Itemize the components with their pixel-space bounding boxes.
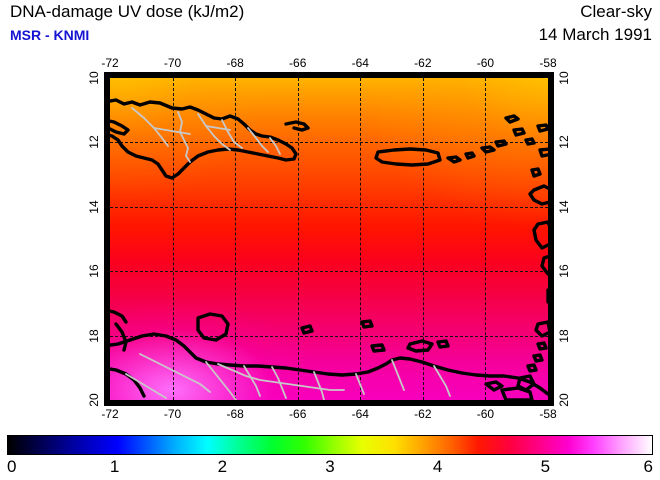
date-label: 14 March 1991	[538, 25, 652, 44]
uv-dose-field-north-west	[110, 78, 260, 198]
gridline-longitude	[235, 78, 237, 400]
gridline-longitude	[485, 78, 487, 400]
colorbar-tick-label: 5	[540, 457, 551, 476]
tick-label-longitude-top: -72	[101, 56, 119, 70]
colorbar-tick-label: 6	[643, 457, 653, 476]
map-frame-border	[104, 72, 554, 406]
gridline-longitude	[422, 78, 424, 400]
graticule-grid	[110, 78, 548, 400]
axis-right-latitude: 20 18 16 14 12 10	[556, 71, 572, 407]
sky-condition-label: Clear-sky	[580, 2, 652, 21]
gridline-latitude	[110, 335, 548, 337]
axis-left-latitude: 20 18 16 14 12 10	[86, 71, 102, 407]
internal-borders-grey	[125, 107, 451, 400]
colorbar-tick-label: 2	[217, 457, 228, 476]
uv-dose-field-north-east	[378, 78, 548, 228]
tick-label-longitude-top: -70	[163, 56, 182, 70]
tick-label-longitude-bottom: -58	[539, 407, 557, 421]
tick-label-latitude-right: 10	[557, 71, 571, 85]
tick-label-longitude-bottom: -64	[351, 407, 369, 421]
chart-header: DNA-damage UV dose (kJ/m2) MSR - KNMI Cl…	[0, 0, 660, 52]
coastline-svg	[110, 98, 548, 400]
tick-label-longitude-top: -66	[289, 56, 307, 70]
map-panel	[104, 72, 554, 406]
tick-label-latitude-left: 16	[87, 264, 101, 278]
colorbar-tick-labels: 0 1 2 3 4 5 6	[7, 457, 653, 479]
tick-label-latitude-left: 12	[87, 135, 101, 150]
tick-label-longitude-bottom: -60	[476, 407, 495, 421]
tick-label-longitude-top: -68	[226, 56, 244, 70]
colorbar-gradient	[7, 435, 653, 455]
tick-label-longitude-top: -62	[414, 56, 432, 70]
tick-label-latitude-right: 16	[557, 264, 571, 278]
map-plot-area	[110, 78, 548, 400]
tick-label-longitude-top: -60	[476, 56, 495, 70]
tick-label-longitude-bottom: -70	[163, 407, 182, 421]
gridline-latitude	[110, 271, 548, 273]
coastline-overlay	[110, 78, 548, 400]
colorbar-tick-label: 3	[325, 457, 335, 476]
colorbar-tick-label: 1	[109, 457, 120, 476]
tick-label-longitude-top: -58	[539, 56, 557, 70]
tick-label-latitude-left: 18	[87, 328, 101, 343]
colorbar-tick-label: 0	[7, 457, 17, 476]
colorbar-panel: 0 1 2 3 4 5 6	[0, 432, 660, 480]
tick-label-longitude-bottom: -68	[226, 407, 244, 421]
tick-label-latitude-left: 14	[87, 200, 101, 214]
coastlines-black	[110, 98, 548, 400]
tick-label-latitude-right: 20	[557, 393, 571, 407]
tick-label-longitude-bottom: -62	[414, 407, 432, 421]
gridline-longitude	[172, 78, 174, 400]
institution-label: MSR - KNMI	[10, 27, 90, 43]
gridline-longitude	[297, 78, 299, 400]
axis-bottom-longitude: -72 -70 -68 -66 -64 -62 -60 -58	[101, 407, 557, 422]
axis-top-longitude: -72 -70 -68 -66 -64 -62 -60 -58	[101, 56, 557, 71]
tick-label-latitude-right: 18	[557, 328, 571, 343]
tick-label-latitude-right: 12	[557, 135, 571, 150]
gridline-latitude	[110, 206, 548, 208]
page-title: DNA-damage UV dose (kJ/m2)	[10, 2, 245, 21]
tick-label-latitude-left: 20	[87, 393, 101, 407]
gridline-latitude	[110, 142, 548, 144]
gridline-longitude	[360, 78, 362, 400]
tick-label-longitude-bottom: -66	[289, 407, 307, 421]
colorbar-tick-label: 4	[432, 457, 443, 476]
tick-label-latitude-left: 10	[87, 71, 101, 85]
tick-label-longitude-bottom: -72	[101, 407, 119, 421]
uv-dose-maximum-region	[110, 274, 340, 400]
tick-label-longitude-top: -64	[351, 56, 369, 70]
tick-label-latitude-right: 14	[557, 200, 571, 214]
